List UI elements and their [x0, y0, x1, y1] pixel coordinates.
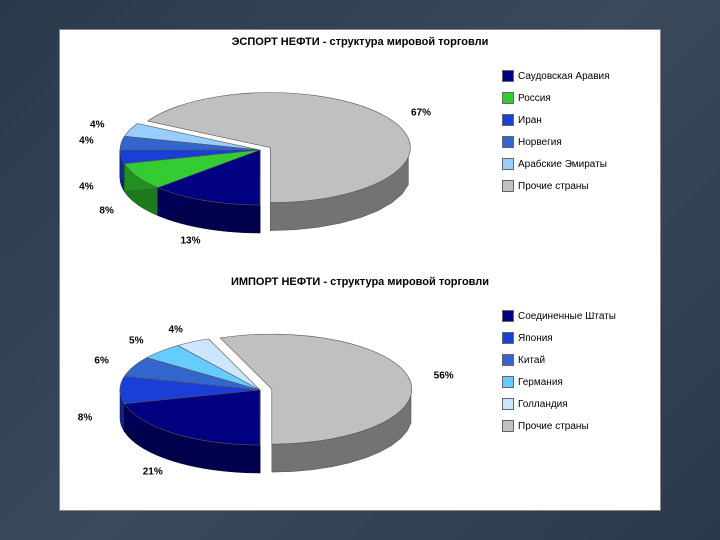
- legend-swatch: [502, 180, 514, 192]
- slide-background: ЭСПОРТ НЕФТИ - структура мировой торговл…: [0, 0, 720, 540]
- legend-row: Иран: [502, 114, 652, 126]
- legend-label: Иран: [518, 115, 542, 126]
- pie-percent-label: 4%: [79, 181, 93, 192]
- legend-label: Арабские Эмираты: [518, 159, 607, 170]
- legend-row: Прочие страны: [502, 180, 652, 192]
- legend-swatch: [502, 114, 514, 126]
- import-chart-title: ИМПОРТ НЕФТИ - структура мировой торговл…: [60, 276, 660, 288]
- legend-row: Россия: [502, 92, 652, 104]
- legend-row: Прочие страны: [502, 420, 652, 432]
- pie-percent-label: 21%: [143, 467, 163, 478]
- legend-row: Голландия: [502, 398, 652, 410]
- legend-row: Норвегия: [502, 136, 652, 148]
- legend-swatch: [502, 92, 514, 104]
- legend-label: Прочие страны: [518, 421, 589, 432]
- legend-row: Япония: [502, 332, 652, 344]
- export-chart-title: ЭСПОРТ НЕФТИ - структура мировой торговл…: [60, 36, 660, 48]
- legend-row: Германия: [502, 376, 652, 388]
- legend-label: Прочие страны: [518, 181, 589, 192]
- export-pie-svg: [90, 60, 440, 270]
- legend-swatch: [502, 420, 514, 432]
- pie-percent-label: 4%: [168, 324, 182, 335]
- pie-percent-label: 8%: [99, 206, 113, 217]
- import-pie-area: 21%8%6%5%4%56%: [90, 300, 440, 500]
- export-legend: Саудовская Аравия Россия Иран Норвегия Арабс…: [502, 70, 652, 202]
- legend-swatch: [502, 376, 514, 388]
- pie-percent-label: 4%: [79, 136, 93, 147]
- legend-swatch: [502, 354, 514, 366]
- pie-percent-label: 6%: [94, 355, 108, 366]
- legend-label: Норвегия: [518, 137, 562, 148]
- legend-row: Соединенные Штаты: [502, 310, 652, 322]
- legend-label: Саудовская Аравия: [518, 71, 610, 82]
- legend-swatch: [502, 332, 514, 344]
- legend-swatch: [502, 398, 514, 410]
- legend-label: Китай: [518, 355, 545, 366]
- legend-row: Саудовская Аравия: [502, 70, 652, 82]
- legend-swatch: [502, 158, 514, 170]
- legend-label: Россия: [518, 93, 551, 104]
- legend-label: Германия: [518, 377, 563, 388]
- import-chart: ИМПОРТ НЕФТИ - структура мировой торговл…: [60, 270, 660, 510]
- import-legend: Соединенные Штаты Япония Китай Германия Голл…: [502, 310, 652, 442]
- legend-swatch: [502, 70, 514, 82]
- charts-panel: ЭСПОРТ НЕФТИ - структура мировой торговл…: [59, 29, 661, 511]
- pie-percent-label: 13%: [180, 236, 200, 247]
- pie-percent-label: 8%: [78, 413, 92, 424]
- legend-label: Соединенные Штаты: [518, 311, 616, 322]
- legend-row: Арабские Эмираты: [502, 158, 652, 170]
- pie-percent-label: 56%: [434, 371, 454, 382]
- pie-percent-label: 4%: [90, 119, 104, 130]
- legend-swatch: [502, 136, 514, 148]
- legend-label: Голландия: [518, 399, 568, 410]
- export-pie-area: 13%8%4%4%4%67%: [90, 60, 440, 260]
- export-chart: ЭСПОРТ НЕФТИ - структура мировой торговл…: [60, 30, 660, 270]
- legend-swatch: [502, 310, 514, 322]
- legend-row: Китай: [502, 354, 652, 366]
- legend-label: Япония: [518, 333, 553, 344]
- pie-percent-label: 5%: [129, 336, 143, 347]
- import-pie-svg: [90, 300, 440, 510]
- pie-percent-label: 67%: [411, 107, 431, 118]
